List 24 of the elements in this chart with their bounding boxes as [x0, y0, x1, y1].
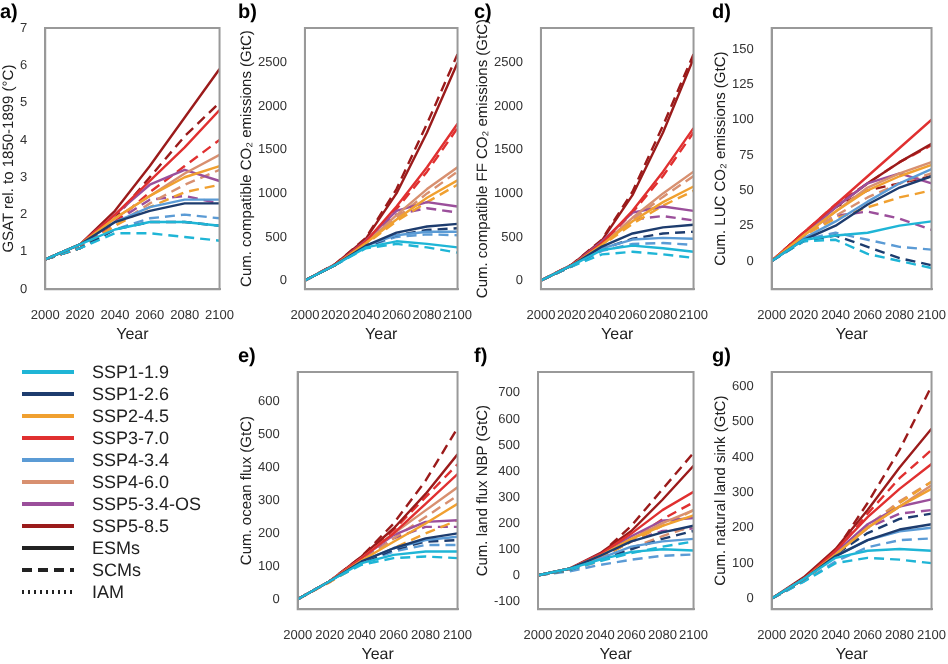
text: IAM	[92, 581, 125, 601]
text: ESMs	[92, 537, 141, 557]
legend-label: SSP1-2.6	[92, 383, 170, 403]
x-axis-title: Year	[364, 324, 398, 343]
legend-label: SSP2-4.5	[92, 405, 170, 425]
x-axis-title: Year	[601, 324, 635, 343]
chart-title: d)	[711, 1, 730, 24]
x-axis-title: Year	[116, 324, 150, 343]
x-axis-title: Year	[599, 644, 633, 663]
chart-title: f)	[474, 345, 488, 368]
legend-label: SSP4-6.0	[92, 471, 170, 491]
chart-title: a)	[0, 1, 18, 24]
x-axis-title: Year	[834, 324, 868, 343]
x-axis-title: Year	[834, 644, 868, 663]
chart-title: e)	[237, 345, 255, 368]
chart-title: g)	[711, 345, 730, 368]
x-axis-title: Year	[360, 644, 394, 663]
legend-label: SSP3-7.0	[92, 427, 170, 447]
text: SCMs	[92, 559, 141, 579]
legend-label: SSP5-8.5	[92, 515, 170, 535]
chart-title: b)	[237, 1, 256, 24]
legend-label: SSP1-1.9	[92, 361, 170, 381]
legend-label: SSP5-3.4-OS	[92, 493, 202, 513]
legend-label: SSP4-3.4	[92, 449, 170, 469]
